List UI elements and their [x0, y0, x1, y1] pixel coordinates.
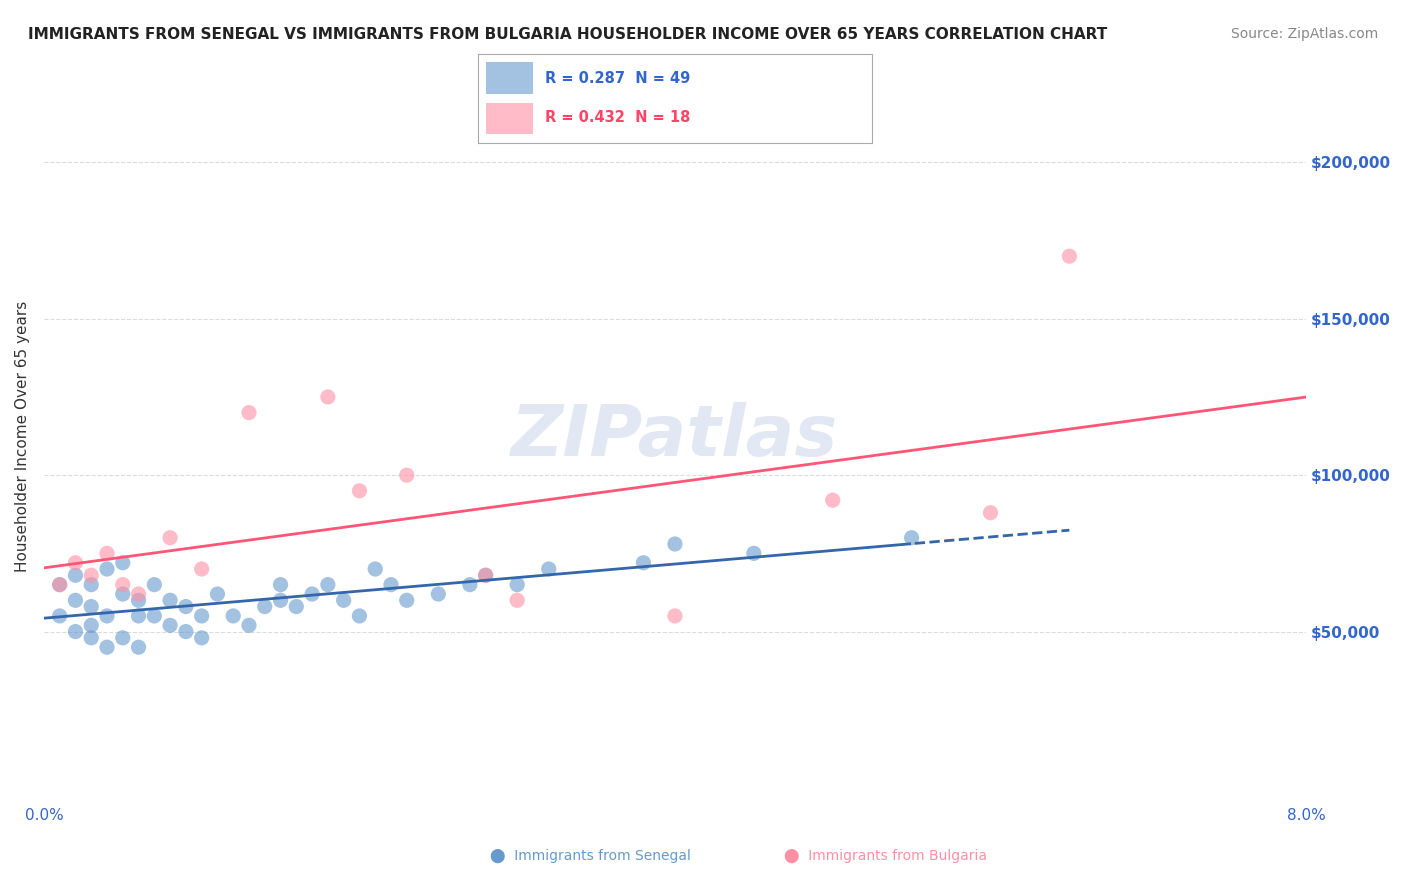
Text: IMMIGRANTS FROM SENEGAL VS IMMIGRANTS FROM BULGARIA HOUSEHOLDER INCOME OVER 65 Y: IMMIGRANTS FROM SENEGAL VS IMMIGRANTS FR… — [28, 27, 1108, 42]
Point — [238, 406, 260, 420]
Point — [190, 609, 212, 624]
Point — [395, 593, 418, 607]
Point — [316, 390, 339, 404]
Point — [80, 577, 103, 591]
Point — [474, 568, 496, 582]
Point — [332, 593, 354, 607]
Point — [159, 618, 181, 632]
Y-axis label: Householder Income Over 65 years: Householder Income Over 65 years — [15, 301, 30, 572]
Point — [96, 609, 118, 624]
Point — [80, 618, 103, 632]
Point — [48, 609, 70, 624]
Point — [270, 577, 292, 591]
Bar — [486, 62, 533, 94]
Point — [285, 599, 308, 614]
Point — [143, 577, 166, 591]
Point — [537, 562, 560, 576]
Point — [159, 593, 181, 607]
Point — [190, 562, 212, 576]
Point — [270, 593, 292, 607]
Point — [474, 568, 496, 582]
Point — [506, 577, 529, 591]
Point — [506, 593, 529, 607]
Point — [111, 556, 134, 570]
Point — [742, 546, 765, 560]
Point — [65, 568, 87, 582]
Point — [48, 577, 70, 591]
Point — [821, 493, 844, 508]
Bar — [486, 103, 533, 134]
Point — [238, 618, 260, 632]
Point — [65, 593, 87, 607]
Point — [65, 556, 87, 570]
Point — [96, 546, 118, 560]
Point — [253, 599, 276, 614]
Point — [222, 609, 245, 624]
Point — [128, 609, 150, 624]
Point — [633, 556, 655, 570]
Point — [207, 587, 229, 601]
Point — [80, 568, 103, 582]
Text: ZIPatlas: ZIPatlas — [512, 401, 838, 471]
Text: ⬤  Immigrants from Senegal: ⬤ Immigrants from Senegal — [491, 849, 690, 863]
Point — [111, 587, 134, 601]
Point — [301, 587, 323, 601]
Point — [395, 468, 418, 483]
Point — [364, 562, 387, 576]
Point — [96, 562, 118, 576]
Text: Source: ZipAtlas.com: Source: ZipAtlas.com — [1230, 27, 1378, 41]
Point — [979, 506, 1001, 520]
Point — [96, 640, 118, 655]
Point — [664, 609, 686, 624]
Point — [48, 577, 70, 591]
Point — [380, 577, 402, 591]
Point — [80, 599, 103, 614]
Point — [128, 593, 150, 607]
Point — [316, 577, 339, 591]
Point — [427, 587, 450, 601]
Point — [900, 531, 922, 545]
Point — [111, 631, 134, 645]
Point — [143, 609, 166, 624]
Point — [190, 631, 212, 645]
Point — [128, 640, 150, 655]
Point — [159, 531, 181, 545]
Point — [458, 577, 481, 591]
Text: R = 0.287  N = 49: R = 0.287 N = 49 — [546, 71, 690, 86]
Text: R = 0.432  N = 18: R = 0.432 N = 18 — [546, 111, 690, 125]
Point — [664, 537, 686, 551]
Point — [80, 631, 103, 645]
Point — [1059, 249, 1081, 263]
Text: ⬤  Immigrants from Bulgaria: ⬤ Immigrants from Bulgaria — [785, 849, 987, 863]
Point — [349, 609, 371, 624]
Point — [174, 624, 197, 639]
Point — [174, 599, 197, 614]
Point — [65, 624, 87, 639]
Point — [349, 483, 371, 498]
Point — [111, 577, 134, 591]
Point — [128, 587, 150, 601]
